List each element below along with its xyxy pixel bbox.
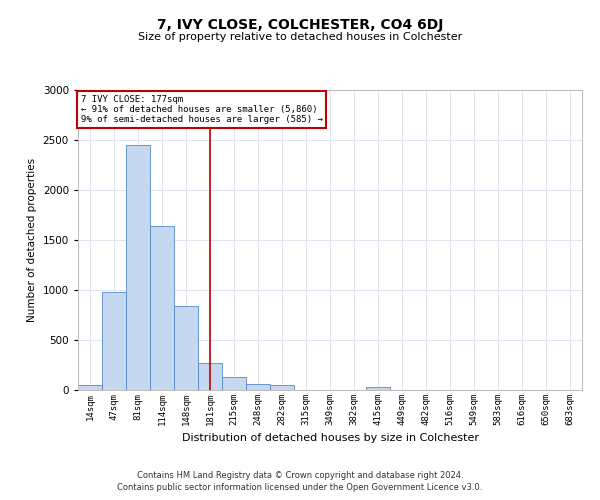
Bar bbox=[270, 385, 294, 390]
Text: Size of property relative to detached houses in Colchester: Size of property relative to detached ho… bbox=[138, 32, 462, 42]
Bar bbox=[102, 292, 126, 390]
Text: 7, IVY CLOSE, COLCHESTER, CO4 6DJ: 7, IVY CLOSE, COLCHESTER, CO4 6DJ bbox=[157, 18, 443, 32]
Bar bbox=[126, 145, 150, 390]
Bar bbox=[222, 377, 246, 390]
Bar bbox=[78, 385, 102, 390]
Bar bbox=[366, 387, 390, 390]
Y-axis label: Number of detached properties: Number of detached properties bbox=[27, 158, 37, 322]
Bar bbox=[174, 306, 198, 390]
Bar bbox=[150, 226, 174, 390]
Text: Contains HM Land Registry data © Crown copyright and database right 2024.: Contains HM Land Registry data © Crown c… bbox=[137, 471, 463, 480]
Text: Contains public sector information licensed under the Open Government Licence v3: Contains public sector information licen… bbox=[118, 484, 482, 492]
X-axis label: Distribution of detached houses by size in Colchester: Distribution of detached houses by size … bbox=[182, 434, 479, 444]
Text: 7 IVY CLOSE: 177sqm
← 91% of detached houses are smaller (5,860)
9% of semi-deta: 7 IVY CLOSE: 177sqm ← 91% of detached ho… bbox=[80, 94, 322, 124]
Bar bbox=[198, 363, 222, 390]
Bar bbox=[246, 384, 270, 390]
